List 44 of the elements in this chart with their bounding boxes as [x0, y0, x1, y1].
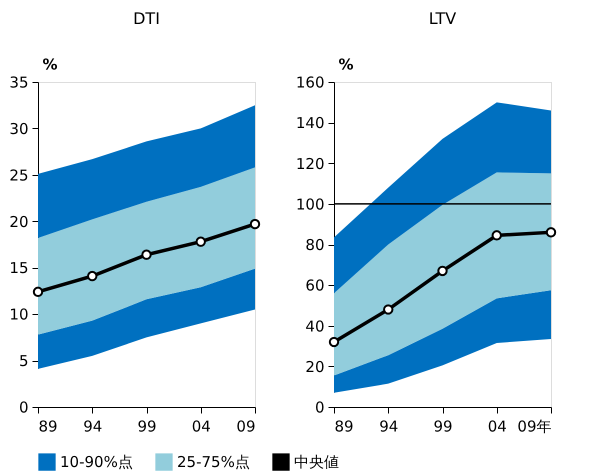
x-tick-label: 09: [236, 418, 256, 436]
y-tick-label: 40: [305, 317, 324, 336]
point: [437, 266, 448, 276]
y-tick-label: 30: [9, 120, 28, 138]
x-tick-label: 99: [433, 418, 453, 436]
y-tick-label: 140: [296, 114, 324, 132]
y-tick-label: 15: [9, 259, 28, 278]
y-tick-label: 80: [305, 236, 324, 254]
y-tick-label: 10: [9, 306, 28, 324]
legend-label: 25-75%点: [177, 453, 250, 472]
y-tick-label: 20: [305, 358, 324, 376]
point: [546, 227, 556, 238]
point: [196, 236, 206, 247]
point: [250, 218, 260, 230]
point: [87, 270, 98, 282]
legend-label: 中央値: [294, 453, 339, 472]
chart-title: LTV: [428, 9, 456, 28]
x-tick-label: 89: [334, 418, 354, 436]
y-tick-label: 100: [296, 195, 324, 214]
y-tick-label: 0: [314, 398, 324, 416]
y-tick-label: 60: [305, 276, 324, 295]
y-tick-label: 120: [296, 154, 324, 173]
x-tick-label: 99: [137, 418, 157, 436]
y-tick-label: 5: [18, 352, 28, 370]
x-tick-label: 89: [38, 418, 58, 436]
point: [383, 304, 394, 315]
legend-label: 10-90%点: [60, 453, 133, 472]
y-tick-label: 160: [296, 74, 324, 92]
point: [141, 250, 152, 260]
y-axis-title: %: [338, 56, 354, 74]
x-tick-label: 94: [83, 418, 102, 436]
point: [328, 336, 340, 348]
y-tick-label: 25: [9, 166, 28, 184]
x-tick-label: 09年: [517, 418, 552, 436]
y-tick-label: 35: [9, 74, 28, 92]
y-axis-title: %: [42, 56, 58, 74]
x-tick-label: 04: [488, 418, 507, 436]
x-tick-label: 94: [379, 418, 398, 436]
y-tick-label: 0: [18, 398, 28, 416]
y-tick-label: 20: [9, 212, 28, 231]
chart-title: DTI: [133, 9, 160, 28]
x-tick-label: 04: [192, 418, 211, 436]
point: [32, 286, 44, 298]
point: [492, 230, 502, 241]
